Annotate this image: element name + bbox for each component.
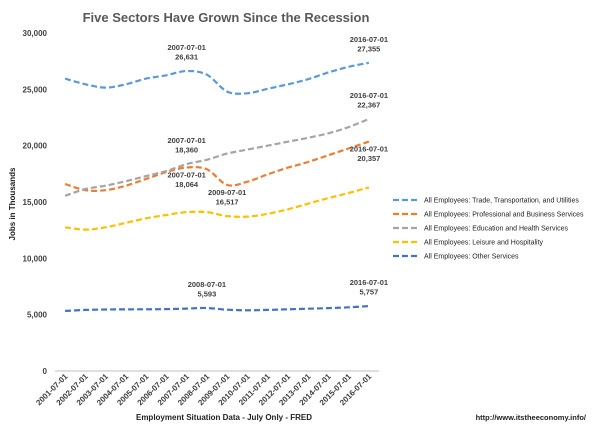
annotation-value: 5,757 xyxy=(359,288,378,297)
annotation-date: 2008-07-01 xyxy=(188,280,226,289)
x-axis-label: Employment Situation Data - July Only - … xyxy=(136,413,312,422)
annotation-value: 18,064 xyxy=(175,180,199,189)
legend-label: All Employees: Trade, Transportation, an… xyxy=(424,198,579,205)
y-tick-label: 0 xyxy=(43,367,48,376)
chart-title: Five Sectors Have Grown Since the Recess… xyxy=(83,10,370,25)
series-line-2 xyxy=(64,117,370,197)
legend-label: All Employees: Other Services xyxy=(424,254,519,261)
annotation-date: 2007-07-01 xyxy=(167,136,205,145)
x-tick-labels: 2001-07-012002-07-012003-07-012004-07-01… xyxy=(34,372,373,408)
annotation-value: 26,631 xyxy=(175,52,198,61)
annotation-date: 2016-07-01 xyxy=(350,35,388,44)
annotation-value: 20,357 xyxy=(357,154,380,163)
annotation-date: 2007-07-01 xyxy=(167,43,205,52)
annotation-value: 27,355 xyxy=(357,44,380,53)
series-lines xyxy=(64,61,370,312)
y-tick-label: 30,000 xyxy=(23,29,48,38)
y-tick-label: 25,000 xyxy=(23,85,48,94)
annotation-date: 2009-07-01 xyxy=(208,188,246,197)
y-tick-labels: 0 5,000 10,000 15,000 20,000 25,000 30,000 xyxy=(23,29,48,376)
legend-label: All Employees: Education and Health Serv… xyxy=(424,226,568,233)
annotation-value: 5,593 xyxy=(197,289,216,298)
annotation-value: 22,367 xyxy=(357,100,380,109)
series-line-1 xyxy=(64,140,370,192)
legend: All Employees: Trade, Transportation, an… xyxy=(393,198,584,261)
annotation-date: 2016-07-01 xyxy=(350,145,388,154)
series-line-0 xyxy=(64,61,370,95)
y-tick-label: 20,000 xyxy=(23,142,48,151)
annotations: 2007-07-0126,6312016-07-0127,3552007-07-… xyxy=(167,35,388,299)
annotation-date: 2007-07-01 xyxy=(167,170,205,179)
y-tick-label: 5,000 xyxy=(27,311,48,320)
series-line-3 xyxy=(64,186,370,231)
annotation-value: 18,360 xyxy=(175,146,198,155)
legend-label: All Employees: Leisure and Hospitality xyxy=(424,240,544,247)
annotation-value: 16,517 xyxy=(216,197,239,206)
y-tick-label: 10,000 xyxy=(23,254,48,263)
y-axis-label: Jobs in Thousands xyxy=(8,167,17,240)
y-tick-label: 15,000 xyxy=(23,198,48,207)
legend-label: All Employees: Professional and Business… xyxy=(424,212,584,219)
annotation-date: 2016-07-01 xyxy=(350,91,388,100)
annotation-date: 2016-07-01 xyxy=(350,278,388,287)
source-url: http://www.itstheeconomy.info/ xyxy=(476,413,587,422)
series-line-4 xyxy=(65,305,369,312)
